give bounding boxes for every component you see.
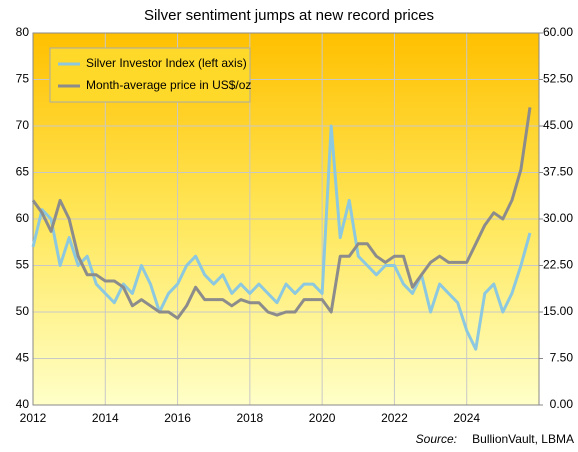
y2-tick-label: 30.00 [543,211,573,225]
y-tick-label: 40 [16,397,30,411]
plot-border [32,32,540,406]
x-tick-label: 2014 [92,411,119,425]
x-tick-label: 2020 [309,411,336,425]
y-tick-label: 60 [16,211,30,225]
y2-tick-label: 15.00 [543,304,573,318]
legend-label: Month-average price in US$/oz [86,78,251,92]
series-line [31,124,532,351]
x-tick-label: 2018 [237,411,264,425]
x-tick-label: 2012 [20,411,47,425]
legend-label: Silver Investor Index (left axis) [86,56,247,70]
y-tick-label: 45 [16,351,30,365]
y2-tick-label: 60.00 [543,25,573,39]
legend-box [49,47,251,103]
y2-tick-label: 7.50 [550,351,574,365]
y2-tick-label: 0.00 [550,397,574,411]
source: BullionVault, LBMA [472,432,574,446]
y2-tick-label: 45.00 [543,118,573,132]
source-label: Source: [416,432,457,446]
x-tick-label: 2016 [164,411,191,425]
y-tick-label: 75 [16,72,30,86]
y2-tick-label: 22.50 [543,258,573,272]
chart-title: Silver sentiment jumps at new record pri… [144,7,434,24]
series-line [31,107,532,320]
y-tick-label: 70 [16,118,30,132]
y2-tick-label: 52.50 [543,72,573,86]
y-tick-label: 50 [16,304,30,318]
y-tick-label: 65 [16,165,30,179]
y2-tick-label: 37.50 [543,165,573,179]
x-tick-label: 2024 [453,411,480,425]
x-tick-label: 2022 [381,411,408,425]
y-tick-label: 55 [16,258,30,272]
y-tick-label: 80 [16,25,30,39]
